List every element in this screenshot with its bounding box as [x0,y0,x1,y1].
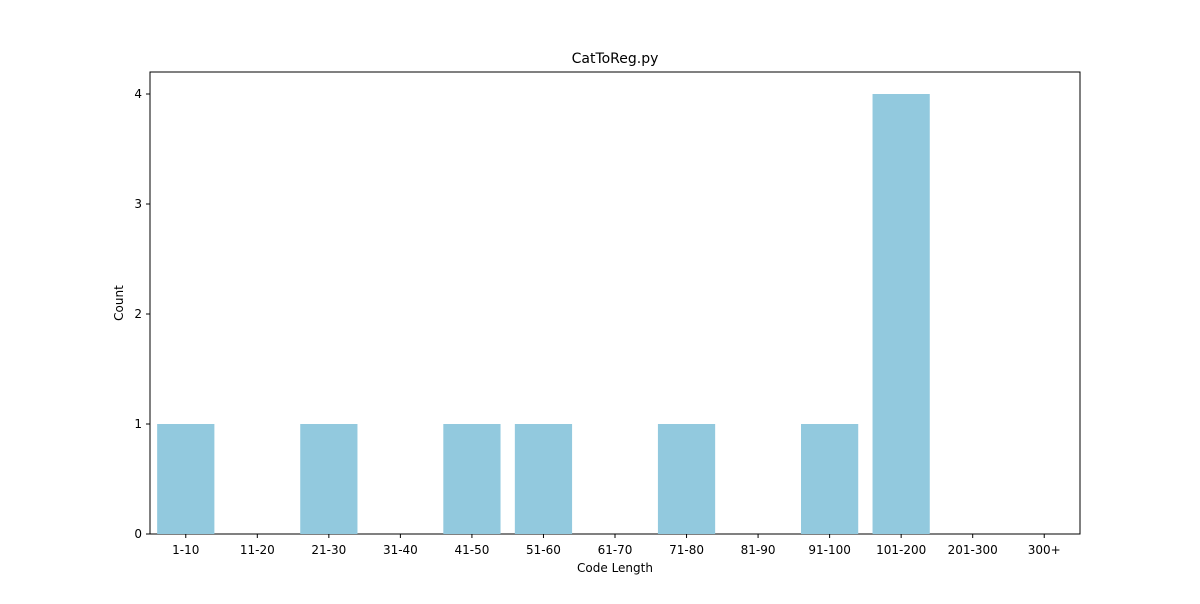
x-axis-label: Code Length [577,561,653,575]
bar [443,424,501,534]
bars-group [157,94,930,534]
bar [801,424,859,534]
x-ticks-group: 1-10 11-20 21-30 31-40 41-50 51-60 61-70 71-80 8… [172,534,1061,557]
y-tick-label: 2 [134,307,142,321]
x-tick-label: 101-200 [876,543,926,557]
x-tick-label: 71-80 [669,543,704,557]
y-tick-label: 3 [134,197,142,211]
x-tick-label: 61-70 [598,543,633,557]
chart-title: CatToReg.py [572,51,659,67]
x-tick-label: 51-60 [526,543,561,557]
x-tick-label: 31-40 [383,543,418,557]
y-axis-label: Count [112,285,126,321]
x-tick-label: 201-300 [948,543,998,557]
x-tick-label: 300+ [1028,543,1061,557]
x-tick-label: 41-50 [454,543,489,557]
y-tick-label: 1 [134,417,142,431]
bar [157,424,215,534]
bar [657,424,716,534]
x-tick-label: 11-20 [240,543,275,557]
x-tick-label: 21-30 [311,543,346,557]
y-ticks-group: 0 1 2 3 4 [134,87,150,541]
y-tick-label: 0 [134,527,142,541]
bar [872,94,930,534]
y-tick-label: 4 [134,87,142,101]
plot-area-frame [149,71,1081,535]
bar [300,424,358,534]
x-tick-label: 91-100 [808,543,851,557]
bar [514,424,573,534]
x-tick-label: 1-10 [172,543,199,557]
x-tick-label: 81-90 [741,543,776,557]
